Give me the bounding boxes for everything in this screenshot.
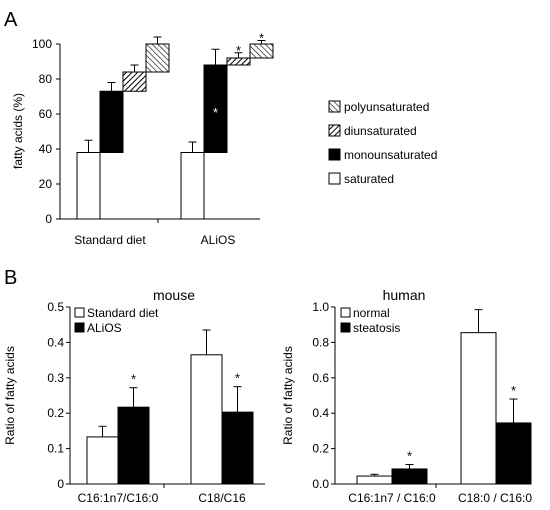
y-tick-label: 0 — [57, 477, 64, 491]
significance-star: * — [236, 43, 241, 58]
legend-label: polyunsaturated — [344, 100, 429, 114]
y-tick-label: 60 — [39, 107, 53, 121]
y-tick-label: 1.0 — [312, 300, 329, 314]
y-tick-label: 0.8 — [312, 335, 329, 349]
x-category-label: ALiOS — [201, 233, 236, 247]
legend-swatch-diunsaturated — [328, 124, 341, 137]
legend-label: steatosis — [353, 321, 400, 335]
bar-polyunsaturated — [249, 43, 274, 59]
legend-label: diunsaturated — [344, 124, 417, 138]
legend-swatch-monounsaturated — [328, 148, 341, 161]
bar-steatosis — [391, 468, 428, 485]
significance-star: * — [213, 105, 218, 120]
x-category-label: C16:1n7 / C16:0 — [348, 491, 436, 505]
y-tick-label: 0.1 — [47, 442, 64, 456]
legend-label: monounsaturated — [344, 148, 437, 162]
y-tick-label: 0.2 — [47, 406, 64, 420]
x-category-label: C18:0 / C16:0 — [458, 491, 532, 505]
chart-b-mouse-ratio: 0 0.1 0.2 0.3 0.4 0.5 Ratio of fatty acids mous… — [3, 287, 265, 505]
panel-letter-a: A — [4, 9, 18, 31]
legend-label: ALiOS — [87, 321, 122, 335]
x-category-label: C16:1n7/C16:0 — [78, 491, 159, 505]
bar-diunsaturated — [122, 71, 147, 92]
y-axis-label: fatty acids (%) — [11, 93, 25, 169]
bar-saturated — [180, 152, 205, 220]
x-category-label: C18/C16 — [198, 491, 246, 505]
significance-star: * — [235, 371, 240, 386]
y-axis-label: Ratio of fatty acids — [3, 346, 17, 445]
x-category-label: Standard diet — [74, 233, 146, 247]
significance-star: * — [131, 372, 136, 387]
y-tick-label: 0.4 — [47, 335, 64, 349]
legend-label: normal — [353, 306, 390, 320]
bar-standard-diet — [86, 436, 119, 485]
legend-swatch — [74, 322, 85, 333]
bar-saturated — [76, 152, 101, 220]
bar-normal — [460, 332, 497, 485]
y-tick-label: 100 — [32, 37, 52, 51]
legend-swatch — [340, 322, 351, 333]
bar-diunsaturated — [226, 57, 251, 66]
bar-normal — [356, 475, 393, 485]
y-tick-label: 0.2 — [312, 442, 329, 456]
chart-title: human — [383, 287, 426, 303]
legend-label: Standard diet — [87, 306, 159, 320]
chart-a-fatty-acid-composition: 0 20 40 60 80 100 fatty acids (%) Standard diet… — [11, 31, 437, 248]
legend-swatch — [340, 307, 351, 318]
y-axis-label: Ratio of fatty acids — [281, 346, 295, 445]
chart-title: mouse — [153, 287, 195, 303]
y-tick-label: 40 — [39, 142, 53, 156]
bar-standard-diet — [190, 354, 223, 485]
y-tick-label: 0.4 — [312, 406, 329, 420]
significance-star: * — [511, 383, 516, 398]
y-tick-label: 80 — [39, 72, 53, 86]
y-tick-label: 0.3 — [47, 371, 64, 385]
y-tick-label: 0.5 — [47, 300, 64, 314]
significance-star: * — [407, 449, 412, 464]
y-tick-label: 20 — [39, 177, 53, 191]
bar-polyunsaturated — [145, 43, 170, 73]
bar-alios — [221, 411, 254, 485]
y-tick-label: 0.0 — [312, 477, 329, 491]
panel-letter-b: B — [4, 267, 17, 289]
bar-alios — [117, 406, 150, 485]
bar-monounsaturated — [99, 90, 124, 153]
chart-b-human-ratio: 0.0 0.2 0.4 0.6 0.8 1.0 Ratio of fatty acids hu… — [281, 287, 532, 505]
bar-steatosis — [495, 422, 532, 485]
legend-swatch-saturated — [328, 172, 341, 185]
legend-label: saturated — [344, 172, 394, 186]
significance-star: * — [259, 31, 264, 46]
legend-swatch — [74, 307, 85, 318]
legend-swatch-polyunsaturated — [328, 100, 341, 113]
y-tick-label: 0 — [45, 212, 52, 226]
y-tick-label: 0.6 — [312, 371, 329, 385]
